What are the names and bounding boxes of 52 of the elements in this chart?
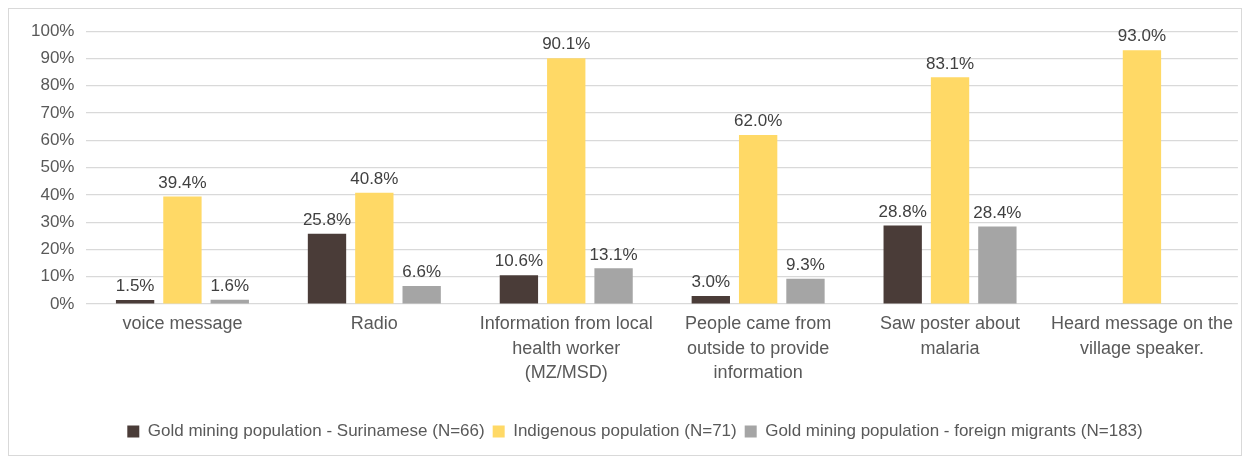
bar [115,300,155,304]
data-label: 62.0% [734,111,783,131]
data-label: 1.5% [115,276,155,296]
legend-label: Gold mining population - foreign migrants (N=183) [765,421,1143,441]
bar [691,295,730,304]
x-tick-label: voice message [122,313,243,334]
y-tick-label: 40% [40,184,75,204]
y-tick-label: 80% [40,75,75,95]
y-tick-label: 70% [40,102,75,122]
bar [1122,50,1162,304]
x-tick-label: People came from outside to provide information [685,313,832,382]
data-label: 28.4% [973,202,1022,222]
bar [210,299,249,304]
bar [978,226,1017,304]
bar [547,58,586,304]
bar [307,233,347,304]
data-label: 9.3% [786,254,825,274]
data-label: 83.1% [925,53,975,73]
bar [402,286,441,304]
y-tick-label: 30% [40,211,75,231]
data-label: 25.8% [302,209,352,229]
bar [499,275,539,304]
data-label: 39.4% [158,172,207,192]
legend-label: Indigenous population (N=71) [513,421,737,441]
y-tick-label: 20% [40,239,75,259]
data-label: 3.0% [691,272,731,292]
x-tick-label: Heard message on the village speaker. [1050,313,1233,358]
x-tick-label: Saw poster about malaria [880,313,1021,358]
bar [930,77,970,304]
bar [355,192,394,304]
legend-label: Gold mining population - Surinamese (N=66) [147,421,485,441]
data-label: 13.1% [589,244,638,264]
bar [738,134,778,304]
data-label: 1.6% [210,275,250,295]
x-tick-label: Radio [350,313,398,334]
data-label: 40.8% [350,168,399,188]
bar [883,225,922,304]
y-tick-label: 50% [40,157,75,177]
y-tick-label: 0% [49,293,75,313]
y-tick-label: 60% [40,130,75,150]
data-label: 90.1% [542,34,591,54]
data-label: 28.8% [878,201,927,221]
x-tick-label: Information from local health worker (MZ/MSD) [479,313,653,382]
y-tick-label: 100% [31,20,75,40]
data-label: 6.6% [402,262,442,282]
bar [163,196,202,304]
y-tick-label: 90% [40,48,75,68]
bar [594,268,633,304]
data-label: 10.6% [494,251,543,271]
bar [786,278,825,304]
y-tick-label: 10% [40,266,75,286]
data-label: 93.0% [1117,26,1167,46]
